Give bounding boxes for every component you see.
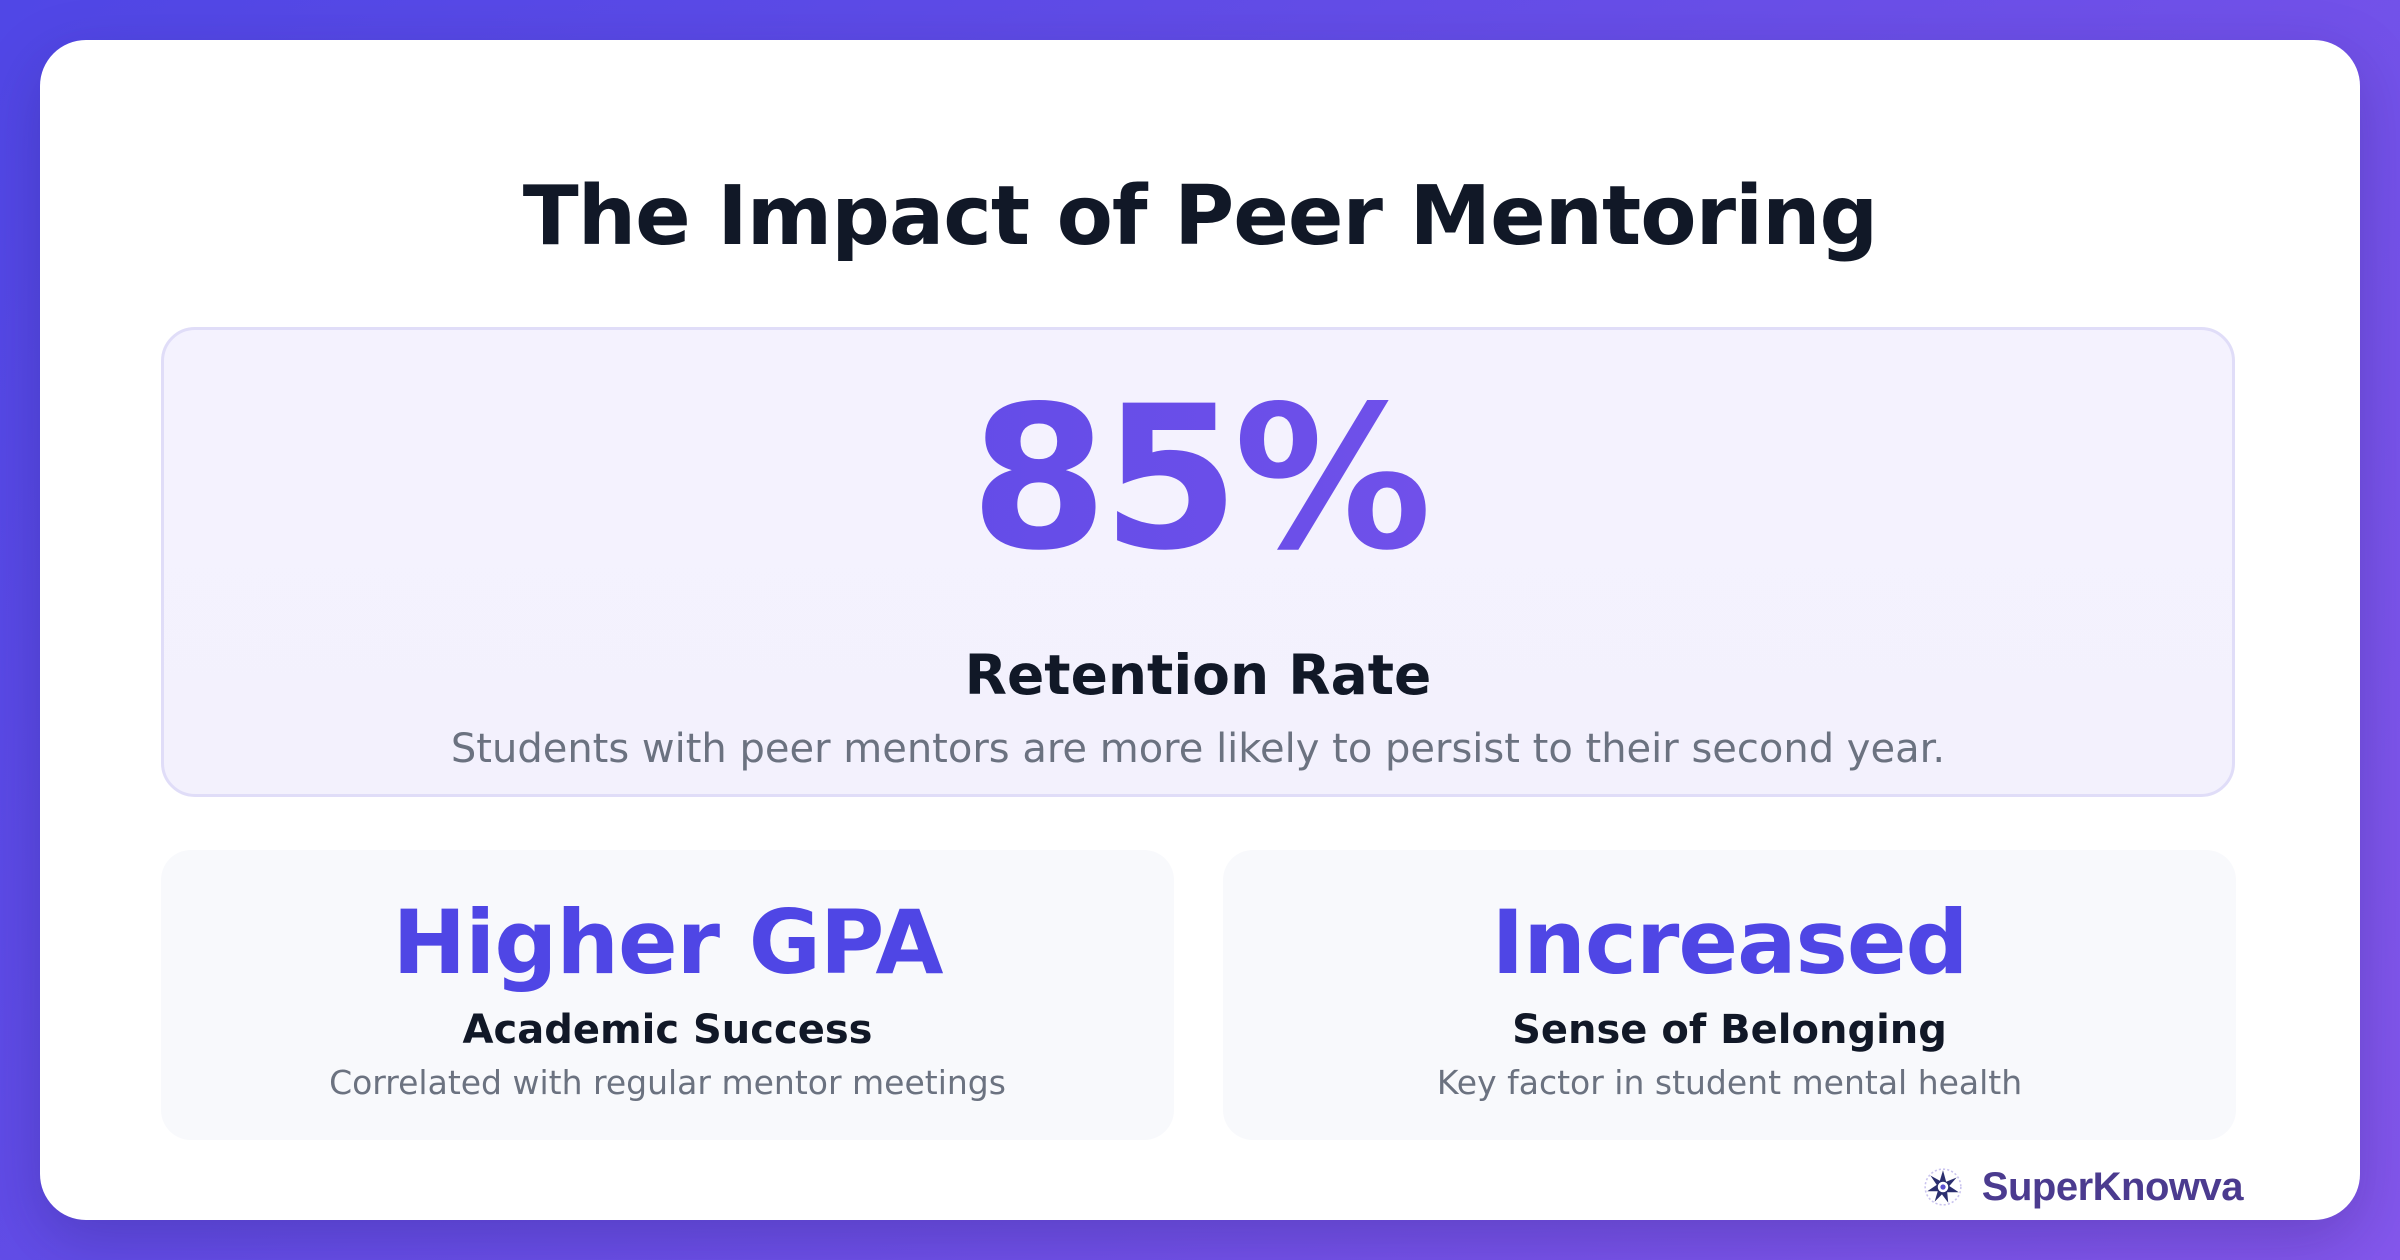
retention-stat-card: 85% Retention Rate Students with peer me… bbox=[161, 327, 2235, 797]
brand-name: SuperKnowva bbox=[1981, 1164, 2244, 1209]
starburst-logo-icon bbox=[1924, 1168, 1962, 1206]
belonging-stat-value: Increased bbox=[1491, 891, 1968, 994]
gpa-stat-value: Higher GPA bbox=[392, 891, 944, 994]
retention-stat-description: Students with peer mentors are more like… bbox=[450, 726, 1946, 772]
gpa-stat-label: Academic Success bbox=[462, 1007, 873, 1053]
gpa-stat-card: Higher GPA Academic Success Correlated w… bbox=[161, 850, 1174, 1140]
brand-logo: SuperKnowva bbox=[1922, 1157, 2244, 1217]
belonging-stat-description: Key factor in student mental health bbox=[1436, 1063, 2023, 1102]
retention-stat-label: Retention Rate bbox=[964, 643, 1432, 707]
infographic-card: The Impact of Peer Mentoring 85% Retenti… bbox=[40, 40, 2360, 1220]
belonging-stat-label: Sense of Belonging bbox=[1512, 1007, 1947, 1053]
gpa-stat-description: Correlated with regular mentor meetings bbox=[329, 1063, 1006, 1102]
retention-stat-value: 85% bbox=[164, 370, 2232, 588]
belonging-stat-card: Increased Sense of Belonging Key factor … bbox=[1223, 850, 2236, 1140]
page-title: The Impact of Peer Mentoring bbox=[522, 169, 1878, 264]
